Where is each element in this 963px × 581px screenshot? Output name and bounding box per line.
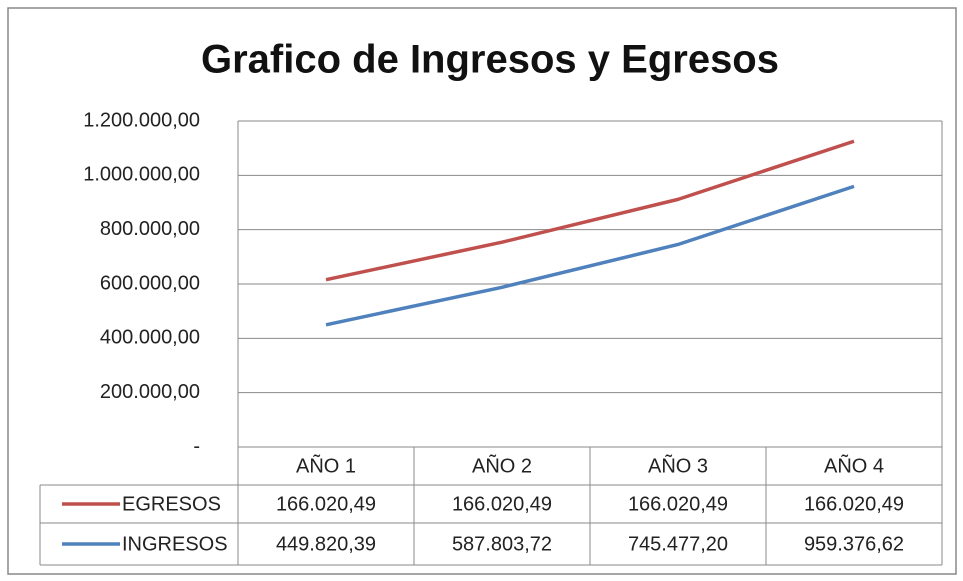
table-value: 587.803,72 [452, 533, 552, 555]
table-value: 166.020,49 [628, 493, 728, 515]
x-tick-label: AÑO 2 [472, 453, 532, 477]
table-value: 449.820,39 [276, 533, 376, 555]
table-value: 745.477,20 [628, 533, 728, 555]
y-tick-label: - [193, 435, 200, 457]
line-series [325, 184, 855, 327]
table-value: 166.020,49 [804, 493, 904, 515]
x-tick-label: AÑO 3 [648, 453, 708, 477]
chart-title: Grafico de Ingresos y Egresos [201, 38, 779, 82]
y-tick-label: 1.000.000,00 [83, 164, 200, 186]
x-tick-label: AÑO 4 [824, 453, 884, 477]
y-tick-label: 400.000,00 [100, 327, 200, 349]
table-value: 166.020,49 [276, 493, 376, 515]
y-tick-label: 600.000,00 [100, 272, 200, 294]
table-value: 959.376,62 [804, 533, 904, 555]
legend-label: EGRESOS [122, 493, 221, 515]
line-series [325, 139, 855, 282]
y-tick-label: 800.000,00 [100, 218, 200, 240]
table-value: 166.020,49 [452, 493, 552, 515]
x-tick-label: AÑO 1 [296, 453, 356, 477]
y-tick-label: 200.000,00 [100, 381, 200, 403]
y-tick-label: 1.200.000,00 [83, 109, 200, 131]
legend-label: INGRESOS [122, 533, 228, 555]
